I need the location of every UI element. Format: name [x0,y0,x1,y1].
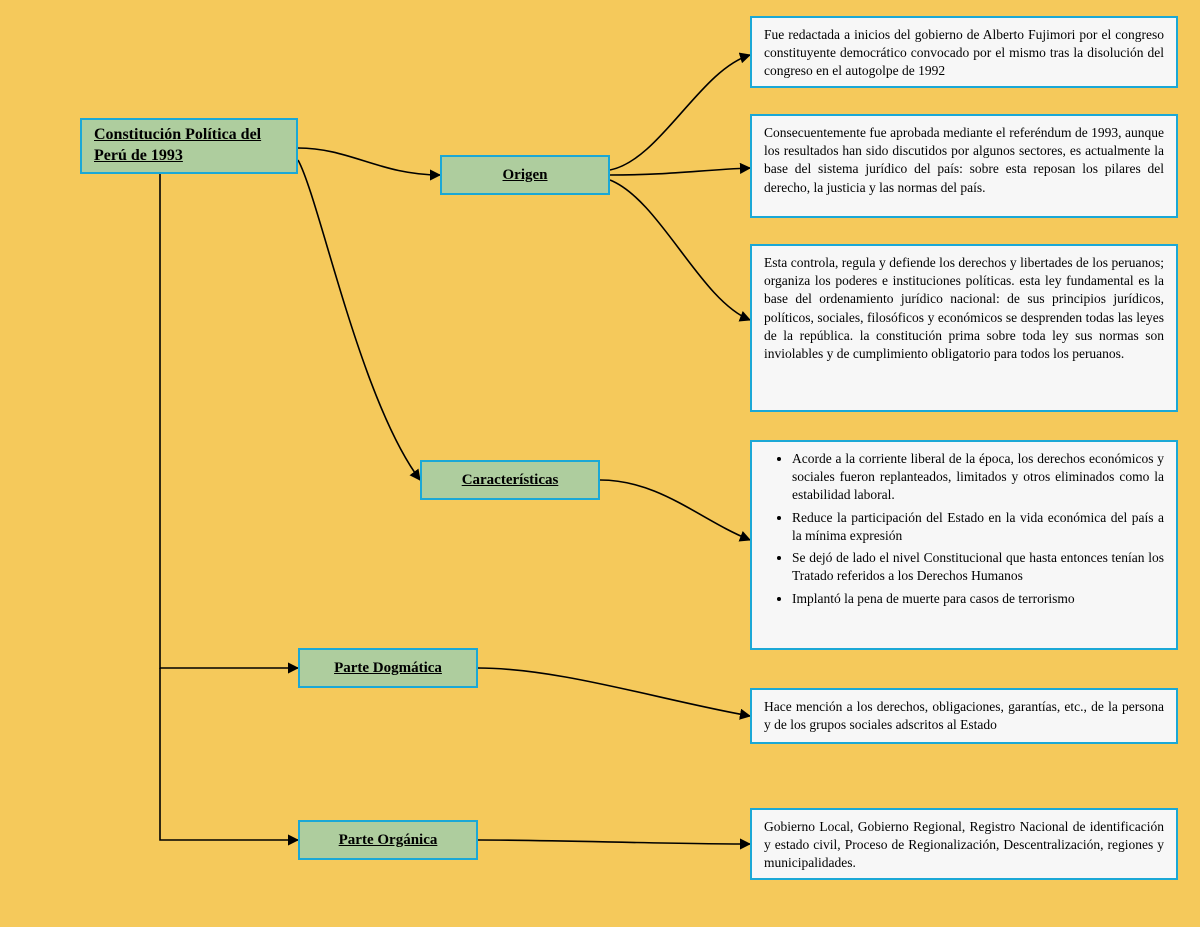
desc-organica: Gobierno Local, Gobierno Regional, Regis… [750,808,1178,880]
caracteristicas-bullet: Acorde a la corriente liberal de la époc… [792,450,1164,505]
edge [478,668,750,716]
edge [600,480,750,540]
edge [610,55,750,170]
root-node: Constitución Política del Perú de 1993 [80,118,298,174]
desc-caracteristicas: Acorde a la corriente liberal de la époc… [750,440,1178,650]
caracteristicas-bullet: Se dejó de lado el nivel Constitucional … [792,549,1164,585]
edge [160,174,298,668]
edge [160,668,298,840]
node-dogmatica: Parte Dogmática [298,648,478,688]
edge [478,840,750,844]
caracteristicas-bullet: Reduce la participación del Estado en la… [792,509,1164,545]
desc-origen-3: Esta controla, regula y defiende los der… [750,244,1178,412]
desc-origen-1: Fue redactada a inicios del gobierno de … [750,16,1178,88]
edge [610,180,750,320]
caracteristicas-bullet: Implantó la pena de muerte para casos de… [792,590,1164,608]
desc-origen-2: Consecuentemente fue aprobada mediante e… [750,114,1178,218]
edge [298,148,440,175]
node-origen: Origen [440,155,610,195]
node-organica: Parte Orgánica [298,820,478,860]
node-caracteristicas: Características [420,460,600,500]
edge [298,160,420,480]
desc-dogmatica: Hace mención a los derechos, obligacione… [750,688,1178,744]
edge [610,168,750,175]
